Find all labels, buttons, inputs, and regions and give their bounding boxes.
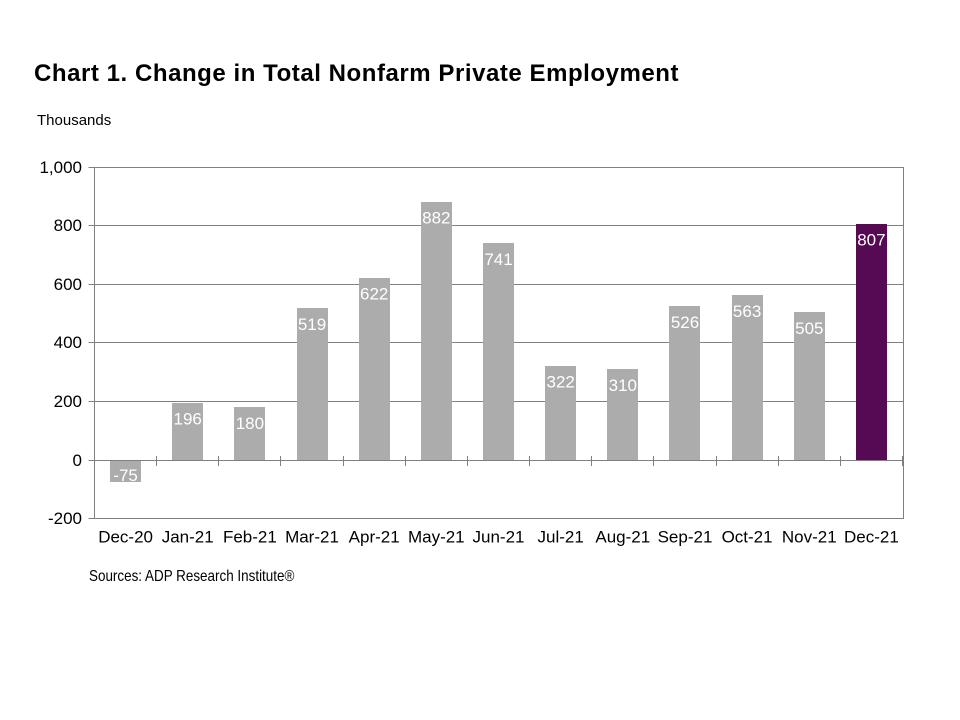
svg-text:Oct-21: Oct-21: [722, 528, 773, 547]
svg-text:400: 400: [54, 333, 82, 352]
svg-text:807: 807: [857, 230, 885, 249]
svg-text:May-21: May-21: [408, 528, 465, 547]
svg-text:322: 322: [547, 373, 575, 392]
svg-text:200: 200: [54, 392, 82, 411]
svg-text:800: 800: [54, 216, 82, 235]
svg-text:882: 882: [422, 209, 450, 228]
svg-text:563: 563: [733, 302, 761, 321]
svg-text:Jun-21: Jun-21: [473, 528, 525, 547]
svg-text:0: 0: [73, 451, 82, 470]
svg-text:310: 310: [609, 376, 637, 395]
svg-text:196: 196: [174, 410, 202, 429]
svg-text:600: 600: [54, 275, 82, 294]
svg-text:526: 526: [671, 313, 699, 332]
svg-text:Mar-21: Mar-21: [285, 528, 339, 547]
svg-text:505: 505: [795, 319, 823, 338]
svg-text:741: 741: [484, 250, 512, 269]
svg-text:622: 622: [360, 285, 388, 304]
svg-text:519: 519: [298, 315, 326, 334]
svg-text:Dec-21: Dec-21: [844, 528, 899, 547]
svg-text:Jul-21: Jul-21: [538, 528, 584, 547]
svg-text:Apr-21: Apr-21: [349, 528, 400, 547]
svg-text:Nov-21: Nov-21: [782, 528, 837, 547]
svg-text:Feb-21: Feb-21: [223, 528, 277, 547]
svg-text:Aug-21: Aug-21: [595, 528, 650, 547]
svg-text:-75: -75: [113, 466, 138, 485]
svg-text:Dec-20: Dec-20: [98, 528, 153, 547]
svg-text:1,000: 1,000: [39, 158, 82, 177]
svg-text:Sep-21: Sep-21: [658, 528, 713, 547]
svg-text:-200: -200: [48, 509, 82, 528]
svg-text:180: 180: [236, 414, 264, 433]
svg-text:Jan-21: Jan-21: [162, 528, 214, 547]
